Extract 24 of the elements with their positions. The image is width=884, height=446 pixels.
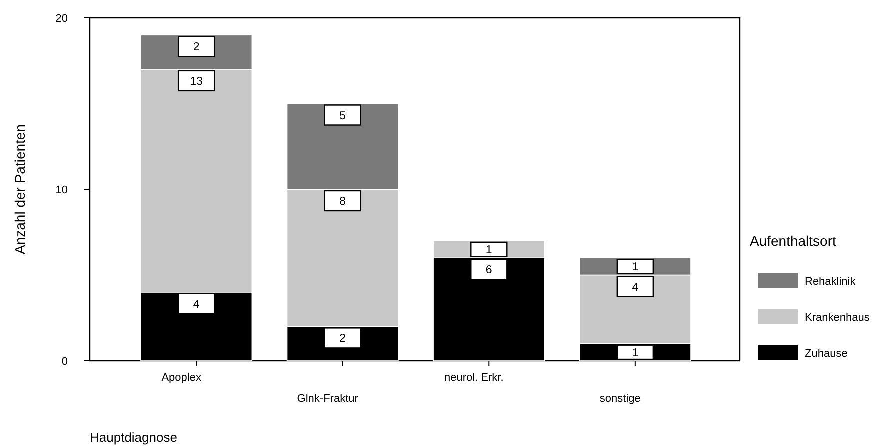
data-label: 8 (340, 196, 346, 208)
legend-title: Aufenthaltsort (750, 233, 836, 249)
legend-label: Rehaklinik (805, 276, 856, 288)
legend-label: Zuhause (805, 348, 848, 360)
x-tick-label: neurol. Erkr. (444, 372, 504, 384)
data-label: 4 (632, 282, 640, 294)
x-tick-label: Apoplex (162, 372, 202, 384)
legend-label: Krankenhaus (805, 312, 870, 324)
data-label: 1 (632, 347, 639, 360)
x-tick-label: sonstige (600, 393, 641, 405)
data-label: 5 (340, 110, 346, 122)
y-tick-label: 0 (62, 356, 68, 368)
y-axis-title: Anzahl der Patienten (12, 124, 28, 254)
x-axis-title: Hauptdiagnose (90, 430, 178, 445)
y-tick-label: 10 (56, 184, 68, 196)
data-label: 2 (193, 42, 200, 54)
data-label: 1 (486, 244, 492, 257)
data-label: 13 (190, 76, 203, 88)
data-label: 1 (632, 262, 639, 274)
data-label: 2 (340, 333, 346, 346)
x-tick-label: Glnk-Fraktur (297, 393, 359, 405)
data-label: 4 (193, 298, 200, 311)
y-tick-label: 20 (56, 13, 68, 25)
data-label: 6 (486, 264, 492, 277)
